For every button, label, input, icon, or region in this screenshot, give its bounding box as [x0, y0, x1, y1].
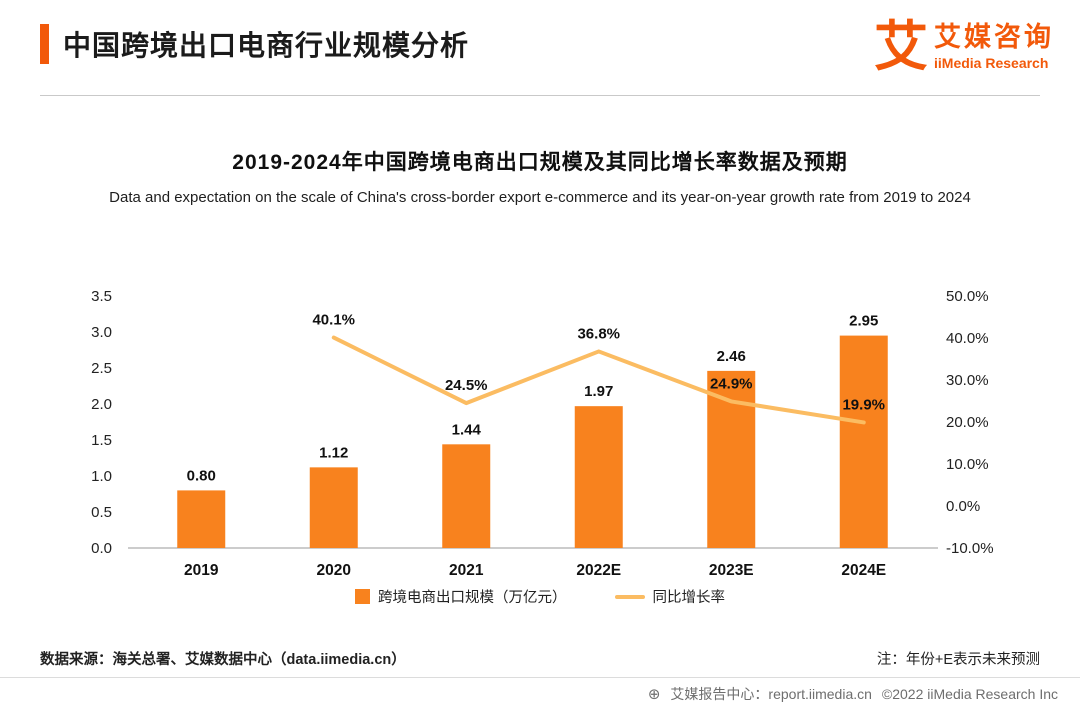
bar-value-label: 0.80 [187, 467, 216, 484]
iimedia-logo: 艾 艾媒咨询 iiMedia Research [874, 20, 1054, 74]
left-axis-tick: 1.5 [91, 432, 112, 449]
copyright-text: ©2022 iiMedia Research Inc [881, 686, 1058, 702]
x-axis-label: 2022E [576, 562, 621, 579]
x-axis-label: 2021 [449, 562, 484, 579]
bar-value-label: 2.46 [717, 348, 746, 365]
bar [442, 444, 491, 548]
iimedia-logo-icon: 艾 [874, 17, 928, 77]
bar-value-label: 1.97 [584, 383, 613, 400]
header-divider [40, 95, 1040, 96]
legend-label: 跨境电商出口规模（万亿元） [378, 590, 567, 606]
bar [707, 370, 756, 548]
x-axis-label: 2024E [841, 562, 886, 579]
chart-subtitle: Data and expectation on the scale of Chi… [109, 189, 971, 206]
title-row: 中国跨境出口电商行业规模分析 [40, 24, 1060, 64]
right-axis-tick: 40.0% [946, 330, 989, 347]
bar [177, 490, 226, 548]
line-value-label: 40.1% [312, 312, 355, 329]
legend-swatch-line [614, 594, 645, 599]
line-value-label: 36.8% [577, 325, 620, 342]
right-axis-tick: 30.0% [946, 372, 989, 389]
bar [309, 467, 358, 548]
logo-brand-cn: 艾媒咨询 [934, 21, 1054, 52]
chart-title: 2019-2024年中国跨境电商出口规模及其同比增长率数据及预期 [232, 151, 848, 174]
bar-value-label: 1.12 [319, 444, 348, 461]
legend-item: 同比增长率 [614, 586, 726, 607]
left-axis-tick: 0.5 [91, 504, 112, 521]
data-source-text: 数据来源：海关总署、艾媒数据中心（data.iimedia.cn） [40, 652, 406, 668]
x-axis-label: 2023E [709, 562, 754, 579]
chart-legend: 跨境电商出口规模（万亿元） 同比增长率 [0, 586, 1080, 607]
header: 中国跨境出口电商行业规模分析 艾 艾媒咨询 iiMedia Research [40, 20, 1060, 90]
line-value-label: 19.9% [842, 396, 885, 413]
left-axis-tick: 0.0 [91, 540, 112, 557]
left-axis-tick: 2.5 [91, 360, 112, 377]
bottom-divider [0, 677, 1080, 678]
left-axis-tick: 1.0 [91, 468, 112, 485]
report-center-icon: ⊕ [647, 685, 661, 703]
bar-value-label: 2.95 [849, 313, 878, 330]
page-title: 中国跨境出口电商行业规模分析 [63, 30, 470, 61]
bar [839, 335, 888, 548]
forecast-note-text: 注：年份+E表示未来预测 [876, 652, 1040, 668]
left-axis-tick: 3.5 [91, 288, 112, 305]
x-axis-label: 2020 [317, 562, 351, 579]
right-axis-tick: 20.0% [946, 414, 989, 431]
accent-bar [40, 24, 49, 64]
bottom-bar: ⊕ 艾媒报告中心：report.iimedia.cn ©2022 iiMedia… [648, 684, 1058, 704]
left-axis-tick: 2.0 [91, 396, 112, 413]
x-axis-label: 2019 [184, 562, 219, 579]
bar-value-label: 1.44 [452, 421, 482, 438]
logo-text: 艾媒咨询 iiMedia Research [934, 21, 1054, 72]
legend-item: 跨境电商出口规模（万亿元） [355, 586, 567, 607]
growth-rate-line [331, 335, 866, 425]
legend-label: 同比增长率 [652, 590, 726, 606]
logo-brand-en: iiMedia Research [934, 55, 1049, 72]
bar [574, 406, 623, 548]
right-axis-tick: 50.0% [946, 288, 989, 305]
line-value-label: 24.5% [445, 377, 488, 394]
footer-row: 数据来源：海关总署、艾媒数据中心（data.iimedia.cn） 注：年份+E… [40, 648, 1040, 669]
combo-chart: 3.5 3.0 2.5 2.0 1.5 1.0 0.5 0.0 50.0% 40.0% 30.0% 2… [91, 288, 994, 579]
line-value-label: 24.9% [710, 375, 753, 392]
right-axis-tick: -10.0% [946, 540, 994, 557]
legend-swatch-bar [355, 589, 370, 604]
report-center-text: 艾媒报告中心：report.iimedia.cn [670, 686, 872, 702]
left-axis-tick: 3.0 [91, 324, 112, 341]
right-axis-tick: 0.0% [946, 498, 980, 515]
right-axis-tick: 10.0% [946, 456, 989, 473]
